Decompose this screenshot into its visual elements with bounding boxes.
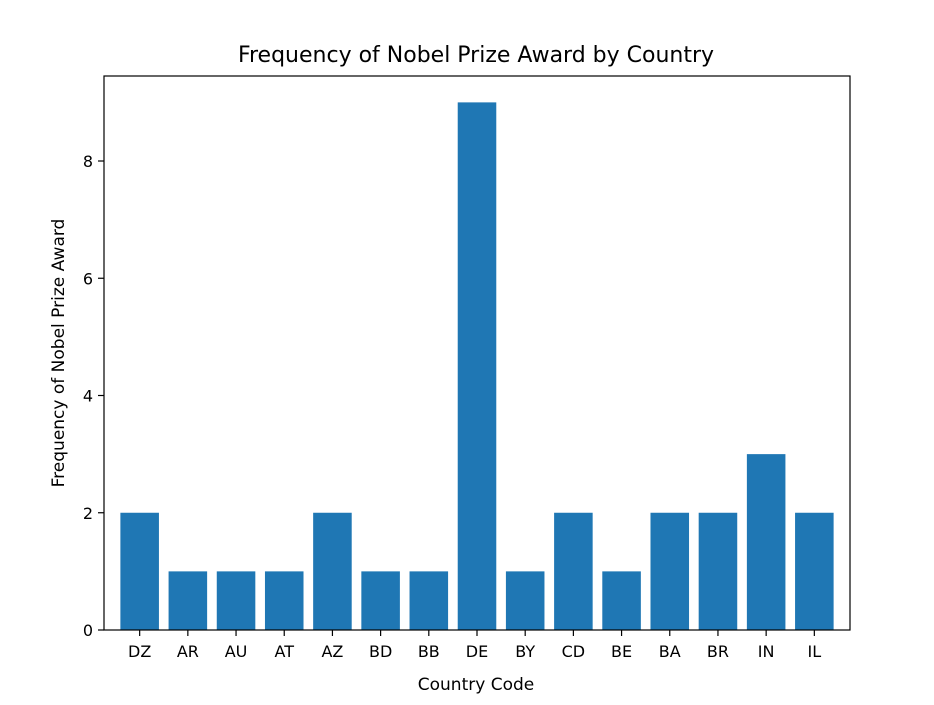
bar-at — [264, 571, 304, 630]
x-tick-label-by: BY — [515, 642, 535, 661]
x-tick-label-cd: CD — [562, 642, 586, 661]
bar-au — [216, 571, 256, 630]
bar-ar — [168, 571, 208, 630]
x-tick-label-au: AU — [225, 642, 248, 661]
y-tick-label-4: 4 — [83, 387, 93, 406]
bar-de — [457, 102, 497, 630]
y-axis-label: Frequency of Nobel Prize Award — [49, 219, 69, 488]
x-tick-label-de: DE — [466, 642, 488, 661]
x-tick-label-bb: BB — [418, 642, 440, 661]
y-tick-label-8: 8 — [83, 152, 93, 171]
y-tick-label-2: 2 — [83, 504, 93, 523]
bars-group — [120, 102, 834, 630]
x-tick-label-be: BE — [611, 642, 632, 661]
bar-dz — [120, 512, 159, 630]
x-tick-label-br: BR — [707, 642, 729, 661]
y-tick-label-6: 6 — [83, 269, 93, 288]
x-tick-label-bd: BD — [369, 642, 392, 661]
bar-bd — [361, 571, 400, 630]
bar-il — [795, 512, 834, 630]
bar-cd — [554, 512, 593, 630]
x-tick-label-at: AT — [274, 642, 294, 661]
y-axis-ticks: 0 2 4 6 8 — [83, 152, 104, 640]
bar-bb — [409, 571, 449, 630]
bar-ba — [650, 512, 690, 630]
chart-title: Frequency of Nobel Prize Award by Countr… — [238, 43, 714, 68]
bar-be — [602, 571, 641, 630]
bar-by — [505, 571, 545, 630]
x-tick-label-in: IN — [758, 642, 775, 661]
bar-br — [698, 512, 738, 630]
y-tick-label-0: 0 — [83, 621, 93, 640]
x-tick-label-il: IL — [808, 642, 822, 661]
bar-in — [746, 454, 786, 630]
x-tick-label-dz: DZ — [128, 642, 151, 661]
x-tick-label-ar: AR — [177, 642, 199, 661]
x-tick-label-ba: BA — [659, 642, 681, 661]
x-axis-label: Country Code — [418, 675, 534, 695]
x-tick-label-az: AZ — [321, 642, 343, 661]
bar-az — [313, 512, 352, 630]
x-axis-ticks: DZ AR AU AT AZ BD BB DE BY CD BE BA BR IN IL — [128, 630, 821, 661]
